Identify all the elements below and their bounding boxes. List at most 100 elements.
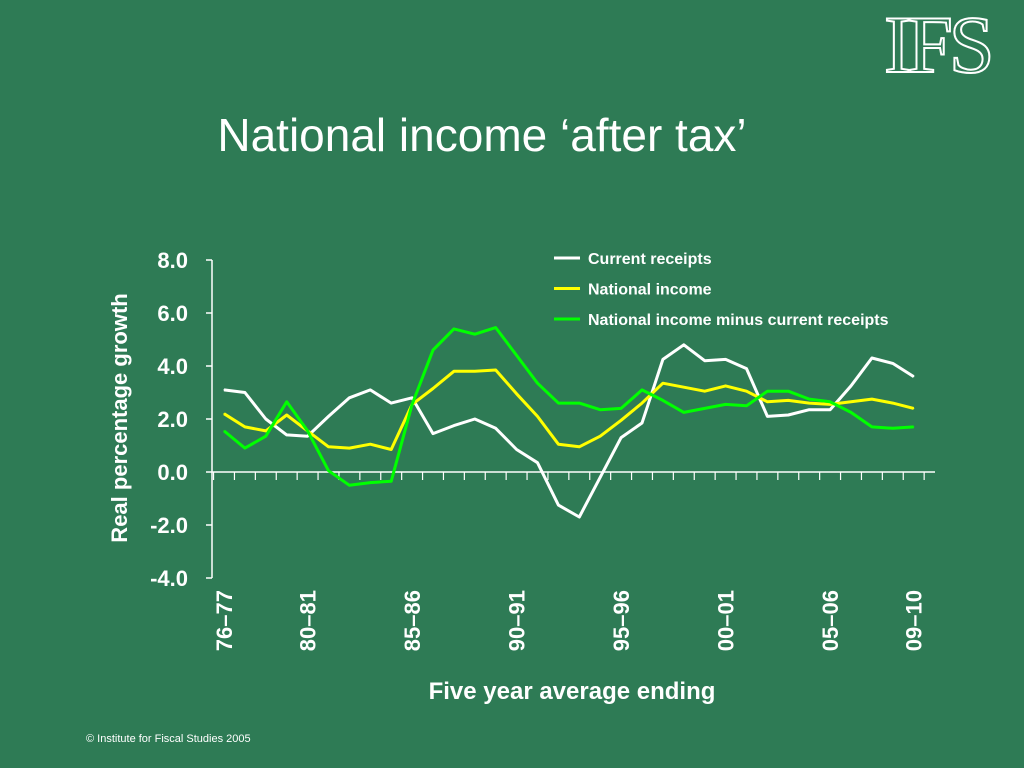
copyright-footer: © Institute for Fiscal Studies 2005 xyxy=(86,733,251,745)
data-point xyxy=(620,436,622,439)
data-point xyxy=(286,414,288,416)
data-point xyxy=(620,419,622,421)
data-point xyxy=(244,391,246,394)
data-point xyxy=(871,398,873,400)
data-point xyxy=(766,401,769,403)
data-point xyxy=(871,426,873,428)
data-point xyxy=(516,354,518,356)
data-point xyxy=(432,349,434,351)
data-point xyxy=(244,447,246,449)
data-point xyxy=(453,328,455,330)
data-point xyxy=(536,382,539,384)
data-point xyxy=(787,390,789,392)
data-point xyxy=(850,411,852,413)
y-tick-label: -2.0 xyxy=(150,513,188,538)
data-point xyxy=(913,376,915,378)
data-point xyxy=(578,446,580,448)
data-point xyxy=(578,402,580,404)
data-point xyxy=(432,432,434,435)
data-point xyxy=(725,358,727,360)
data-point xyxy=(829,403,831,406)
data-point xyxy=(348,447,350,449)
data-point xyxy=(620,407,622,409)
data-point xyxy=(495,369,497,371)
data-point xyxy=(766,415,769,417)
y-tick-label: 2.0 xyxy=(157,407,188,432)
data-point xyxy=(390,402,392,404)
data-point xyxy=(599,409,601,411)
data-point xyxy=(390,448,392,451)
data-point xyxy=(704,407,706,409)
data-point xyxy=(766,390,769,392)
data-point xyxy=(662,382,664,384)
x-tick-label: 00–01 xyxy=(714,590,739,651)
data-point xyxy=(223,389,225,391)
slide-title: National income ‘after tax’ xyxy=(217,109,747,161)
data-point xyxy=(327,470,330,472)
data-point xyxy=(557,443,560,445)
series-line-2 xyxy=(223,368,915,451)
data-point xyxy=(787,414,789,416)
data-point xyxy=(745,368,748,370)
series-line-3 xyxy=(223,326,914,487)
data-point xyxy=(453,425,455,427)
data-point xyxy=(683,386,685,388)
data-point xyxy=(474,370,476,372)
y-axis-label: Real percentage growth xyxy=(107,293,132,542)
data-point xyxy=(474,333,476,335)
data-point xyxy=(850,401,852,403)
legend-label: Current receipts xyxy=(588,251,712,268)
x-tick-label: 95–96 xyxy=(609,590,634,651)
data-point xyxy=(369,482,371,484)
data-point xyxy=(557,504,560,506)
data-point xyxy=(808,409,810,411)
y-tick-label: 0.0 xyxy=(157,460,188,485)
x-axis-label: Five year average ending xyxy=(429,678,716,705)
data-point xyxy=(286,401,288,403)
x-tick-label: 76–77 xyxy=(212,590,237,651)
data-point xyxy=(369,389,371,391)
data-point xyxy=(850,385,852,387)
data-point xyxy=(871,357,873,359)
data-point xyxy=(411,403,413,406)
x-tick-label: 09–10 xyxy=(902,590,927,651)
data-point xyxy=(516,393,518,395)
data-point xyxy=(327,446,330,448)
data-point xyxy=(599,435,601,437)
legend-label: National income minus current receipts xyxy=(588,312,889,329)
data-point xyxy=(683,411,685,413)
data-point xyxy=(829,401,831,403)
x-tick-label: 85–86 xyxy=(400,590,425,651)
data-point xyxy=(307,435,309,437)
data-point xyxy=(557,402,560,404)
data-point xyxy=(641,389,643,391)
data-point xyxy=(265,418,267,420)
data-point xyxy=(495,326,497,329)
x-tick-label: 90–91 xyxy=(505,590,530,651)
data-point xyxy=(223,430,225,432)
y-tick-label: 6.0 xyxy=(157,301,188,326)
data-point xyxy=(745,405,748,407)
data-point xyxy=(913,426,915,428)
chart-legend: Current receipts National income National … xyxy=(554,251,889,329)
data-point xyxy=(725,385,727,387)
data-point xyxy=(787,399,789,402)
chart-axes: 8.0 6.0 4.0 2.0 0.0 -2.0 -4.0 76–77 80–81 85–86 90… xyxy=(150,248,935,651)
data-point xyxy=(829,409,831,411)
chart-series xyxy=(223,326,915,519)
data-point xyxy=(892,427,894,429)
data-point xyxy=(327,415,330,417)
data-point xyxy=(808,398,810,400)
data-point xyxy=(725,403,727,406)
data-point xyxy=(892,362,894,364)
x-tick-label: 80–81 xyxy=(296,590,321,651)
data-point xyxy=(704,390,706,392)
ifs-logo: IFS xyxy=(883,0,995,90)
data-point xyxy=(495,427,497,429)
data-point xyxy=(662,358,664,360)
data-point xyxy=(683,344,685,346)
data-point xyxy=(432,387,434,390)
data-point xyxy=(307,430,309,432)
data-point xyxy=(348,397,350,399)
